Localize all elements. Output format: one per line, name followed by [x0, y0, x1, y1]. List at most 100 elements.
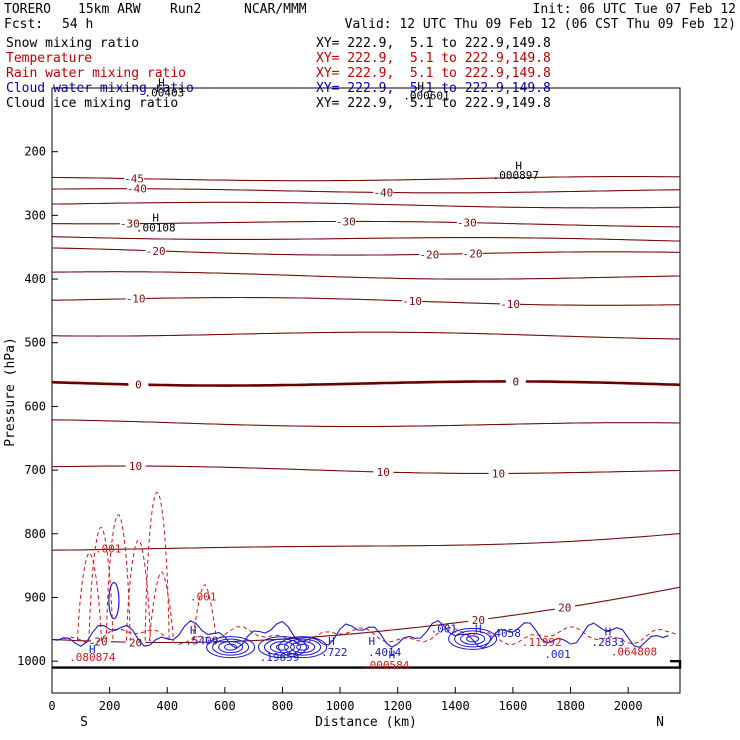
isotherm-line: [51, 533, 681, 551]
isotherm-label-bg: [125, 636, 146, 648]
direction-north: N: [656, 715, 664, 730]
contour-value-label: .4058: [488, 627, 521, 640]
isotherm-label: -30: [457, 217, 477, 230]
header-init: Init: 06 UTC Tue 07 Feb 12: [532, 2, 737, 17]
cloud-water-contour: [51, 619, 669, 650]
isotherm-label-bg: [373, 466, 394, 478]
contour-value-label: .000601: [403, 89, 449, 102]
isotherm-line: [51, 188, 681, 194]
maximum-mark: H: [328, 635, 335, 648]
rain-contour: [125, 539, 151, 641]
x-tick-label: 800: [272, 699, 294, 713]
isotherm-line: [51, 220, 680, 228]
isotherm-label: -40: [127, 183, 147, 196]
isotherm-label: 20: [472, 614, 485, 627]
direction-south: S: [80, 715, 88, 730]
isotherm-label-bg: [554, 601, 575, 613]
x-tick-label: 1800: [556, 699, 585, 713]
header-fcst-label: Fcst:: [4, 17, 44, 32]
isotherm-label-bg: [124, 172, 145, 184]
maximum-mark: H: [475, 623, 482, 636]
isotherm-label: -30: [120, 218, 140, 231]
rain-contour: [63, 626, 676, 646]
isotherm-label: 10: [377, 466, 390, 479]
cloud-water-contour: [263, 638, 301, 656]
maximum-mark: H: [152, 212, 159, 225]
isotherm-label-bg: [145, 244, 166, 256]
rain-contour: [144, 491, 170, 641]
contour-value-label: .001: [190, 591, 217, 604]
y-axis-label: Pressure (hPa): [3, 337, 18, 447]
isotherm-label-bg: [119, 217, 140, 229]
isotherm-line: [51, 236, 681, 242]
y-tick-label: 800: [24, 527, 46, 541]
legend-name-temperature: Temperature: [6, 51, 93, 66]
isotherm-line: [51, 176, 680, 182]
legend-xy-temperature: XY= 222.9, 5.1 to 222.9,149.8: [316, 51, 551, 66]
cloud-water-contour: [224, 643, 238, 651]
cloud-water-contour: [206, 636, 256, 659]
isotherm-label-bg: [90, 635, 111, 647]
isotherm-line: [51, 586, 681, 644]
x-tick-label: 400: [156, 699, 178, 713]
contour-value-label: .19659: [260, 651, 300, 664]
legend-name-snow: Snow mixing ratio: [6, 36, 140, 51]
legend-xy-cloud-ice: XY= 222.9, 5.1 to 222.9,149.8: [316, 96, 551, 111]
legend-name-cloud-ice: Cloud ice mixing ratio: [6, 96, 179, 111]
isotherm-label: -20: [463, 248, 483, 261]
isotherm-label: -20: [419, 248, 439, 261]
isotherm-label: -40: [373, 186, 393, 199]
y-tick-label: 700: [24, 463, 46, 477]
isotherm-label-bg: [500, 298, 521, 310]
cloud-water-contour: [454, 630, 492, 648]
contour-value-label: .00108: [136, 221, 176, 234]
maximum-mark: H: [190, 624, 197, 637]
header-model: TORERO: [4, 2, 51, 17]
isotherm-label-bg: [419, 248, 440, 260]
terrain-surface: [52, 659, 682, 669]
contour-value-label: .000897: [493, 169, 539, 182]
cloud-water-contour: [448, 627, 498, 650]
legend-name-rain: Rain water mixing ratio: [6, 66, 187, 81]
contour-value-label: .064808: [611, 645, 657, 658]
cloud-water-contour: [257, 636, 307, 659]
maximum-mark: H: [417, 80, 424, 93]
contour-value-label: .080874: [69, 651, 116, 664]
cloud-water-contour: [278, 636, 328, 659]
isotherm-label-bg: [402, 295, 423, 307]
contour-value-label: .4014: [368, 646, 401, 659]
rain-contour: [192, 584, 218, 641]
isotherm-label-bg: [488, 467, 509, 479]
y-tick-label: 1000: [17, 654, 46, 668]
isotherm-label-bg: [456, 216, 477, 228]
rain-contour: [105, 514, 131, 641]
isotherm-label-bg: [125, 292, 146, 304]
y-tick-label: 600: [24, 399, 46, 413]
y-tick-label: 200: [24, 145, 46, 159]
x-tick-label: 200: [99, 699, 121, 713]
maximum-mark: H: [89, 643, 96, 656]
cloud-water-contour: [108, 582, 120, 620]
isotherm-line: [51, 271, 681, 280]
maximum-mark: H: [368, 635, 375, 648]
isotherm-label: -45: [124, 173, 144, 186]
isotherm-label: 20: [94, 635, 107, 648]
x-tick-label: 2000: [614, 699, 643, 713]
isotherm-label: -10: [500, 298, 520, 311]
x-tick-label: 0: [48, 699, 55, 713]
isotherm-line: [51, 331, 680, 340]
isotherm-label: 0: [512, 375, 519, 388]
isotherm-line: [51, 465, 681, 474]
x-tick-label: 1400: [441, 699, 470, 713]
x-tick-label: 600: [214, 699, 236, 713]
isotherm-label-bg: [373, 186, 394, 198]
isotherm-line: [51, 380, 681, 387]
isotherm-label: 20: [558, 602, 571, 615]
maximum-mark: H: [515, 160, 522, 173]
maximum-mark: H: [158, 77, 165, 90]
x-axis-label: Distance (km): [315, 715, 417, 730]
rain-contour: [76, 552, 102, 641]
isotherm-line: [51, 201, 681, 209]
isotherm-label-bg: [505, 375, 526, 387]
